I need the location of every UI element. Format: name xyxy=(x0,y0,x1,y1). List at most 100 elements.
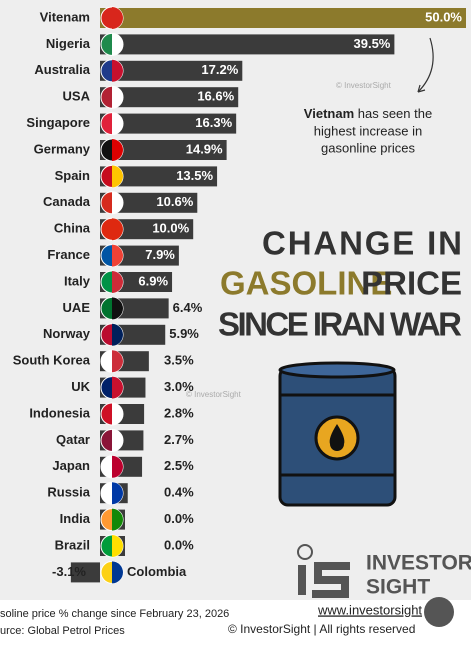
category-label: South Korea xyxy=(13,353,91,368)
flag xyxy=(112,297,123,320)
bar xyxy=(100,60,243,81)
value-label: 6.4% xyxy=(173,300,203,315)
flag xyxy=(112,59,124,82)
audio-button[interactable] xyxy=(424,597,454,627)
flag xyxy=(112,271,123,293)
value-label: 2.5% xyxy=(164,458,194,473)
category-label: Italy xyxy=(64,273,91,288)
value-label: 3.0% xyxy=(164,379,194,394)
title-line: CHANGE IN xyxy=(262,225,462,262)
annotation: highest increase in xyxy=(314,123,422,138)
bars: Vitenam 50.0% Nigeria 39.5% Australia 17.2% US… xyxy=(13,6,466,584)
flag xyxy=(112,429,123,452)
value-label: -3.1% xyxy=(52,564,86,579)
category-label: India xyxy=(60,511,91,526)
source: urce: Global Petrol Prices xyxy=(0,625,125,637)
flag xyxy=(112,535,123,557)
value-label: 10.0% xyxy=(152,221,189,236)
flag xyxy=(112,86,123,109)
value-label: 13.5% xyxy=(176,168,213,183)
flag xyxy=(112,403,123,425)
logo-text: INVESTOR xyxy=(366,552,471,575)
flag xyxy=(112,376,123,399)
footer-band xyxy=(0,600,471,651)
flag xyxy=(112,139,123,161)
watermark: © InvestorSight xyxy=(186,390,242,399)
value-label: 2.8% xyxy=(164,405,194,420)
flag xyxy=(112,350,123,373)
flag xyxy=(112,191,123,214)
annotation-text: has seen the xyxy=(354,106,432,121)
bar xyxy=(100,140,227,160)
value-label: 7.9% xyxy=(145,247,175,262)
bar xyxy=(100,113,237,134)
flag xyxy=(112,561,123,584)
category-label: Germany xyxy=(34,141,91,156)
value-label: 50.0% xyxy=(425,9,462,24)
category-label: China xyxy=(54,221,91,236)
flag xyxy=(112,508,123,531)
annotation: Vietnam has seen the xyxy=(304,106,432,121)
footnote: soline price % change since February 23,… xyxy=(0,608,229,620)
category-label: Norway xyxy=(43,326,91,341)
category-label: Vitenam xyxy=(40,9,90,24)
category-label: Japan xyxy=(52,458,90,473)
value-label: 16.6% xyxy=(197,89,234,104)
website: www.investorsight xyxy=(317,602,422,617)
bar xyxy=(100,219,194,240)
bar xyxy=(70,562,100,583)
value-label: 39.5% xyxy=(354,36,391,51)
title-highlight: GASOLINE xyxy=(220,265,392,302)
flag xyxy=(112,455,123,478)
annotation-bold: Vietnam xyxy=(304,106,354,121)
value-label: 0.0% xyxy=(164,511,194,526)
flag xyxy=(112,218,123,241)
value-label: 2.7% xyxy=(164,432,194,447)
copyright: © InvestorSight | All rights reserved xyxy=(228,622,415,636)
value-label: 16.3% xyxy=(195,115,232,130)
category-label: Nigeria xyxy=(46,36,91,51)
category-label: Russia xyxy=(47,485,90,500)
category-label: France xyxy=(47,247,90,262)
category-label: Brazil xyxy=(55,537,90,552)
category-label: Canada xyxy=(43,194,91,209)
value-label: 0.0% xyxy=(164,537,194,552)
category-label: Indonesia xyxy=(29,405,90,420)
bar xyxy=(100,166,218,187)
annotation: gasonline prices xyxy=(321,140,415,155)
flag xyxy=(112,33,123,56)
category-label: Colombia xyxy=(127,564,187,579)
category-label: UAE xyxy=(63,300,91,315)
bar xyxy=(100,8,466,28)
title-line: SINCE IRAN WAR xyxy=(218,306,462,343)
category-label: UK xyxy=(71,379,90,394)
flag xyxy=(112,244,123,267)
value-label: 6.9% xyxy=(138,273,168,288)
category-label: Australia xyxy=(34,62,90,77)
flag xyxy=(112,323,123,346)
flag xyxy=(112,165,123,188)
arrow-head xyxy=(417,84,426,93)
category-label: Spain xyxy=(55,168,90,183)
value-label: 5.9% xyxy=(169,326,199,341)
category-label: USA xyxy=(63,89,91,104)
value-label: 10.6% xyxy=(156,194,193,209)
value-label: 0.4% xyxy=(164,485,194,500)
category-label: Singapore xyxy=(26,115,90,130)
flag xyxy=(112,7,123,29)
watermark: © InvestorSight xyxy=(336,81,392,90)
value-label: 3.5% xyxy=(164,353,194,368)
value-label: 17.2% xyxy=(201,62,238,77)
logo-text: SIGHT xyxy=(366,576,430,599)
flag xyxy=(112,482,123,505)
logo-mark xyxy=(297,544,350,598)
bar xyxy=(100,192,198,213)
arrow xyxy=(417,37,434,93)
category-label: Qatar xyxy=(56,432,90,447)
flag xyxy=(112,112,123,135)
bar xyxy=(100,34,395,55)
bar xyxy=(100,87,239,108)
value-label: 14.9% xyxy=(186,141,223,156)
